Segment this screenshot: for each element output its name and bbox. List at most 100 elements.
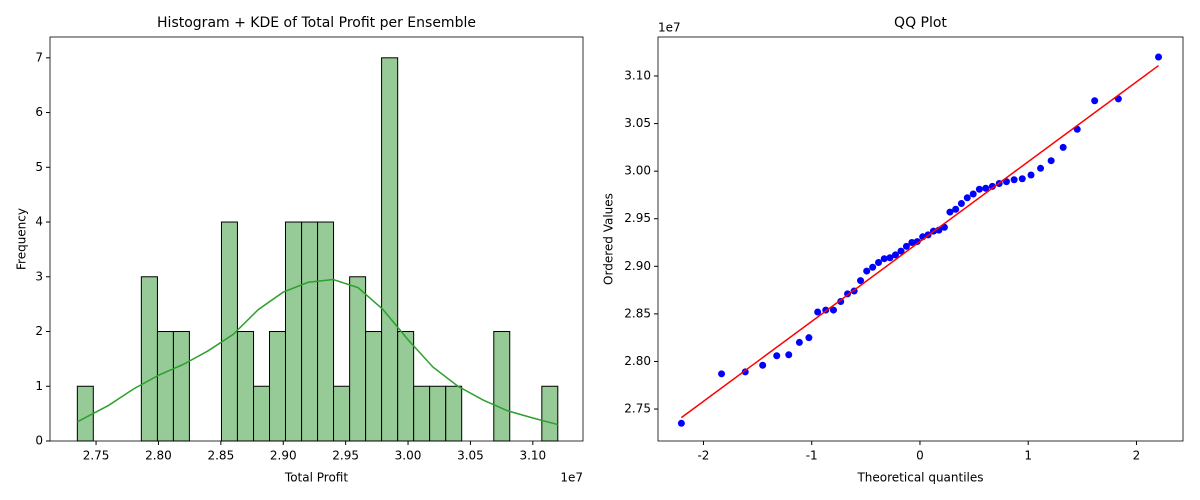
qq-point <box>814 308 822 316</box>
histogram-bar <box>172 331 190 442</box>
y-tick-label: 0 <box>35 434 43 448</box>
x-tick-label: 0 <box>916 449 924 463</box>
x-tick-label: 3.00 <box>395 449 422 463</box>
histogram-bar <box>317 221 335 442</box>
x-axis-label: Total Profit <box>284 471 348 485</box>
y-tick-label: 2.85 <box>624 306 651 320</box>
histogram-bar <box>236 331 255 442</box>
y-axis-label: Frequency <box>15 208 29 270</box>
x-tick-label: 2.85 <box>207 449 234 463</box>
y-tick-label: 3.00 <box>624 164 651 178</box>
y-tick-label: 3.10 <box>624 69 651 83</box>
qq-point <box>863 267 871 275</box>
qq-point <box>946 208 954 216</box>
x-offset-text: 1e7 <box>560 471 583 485</box>
y-tick-label: 3 <box>35 269 43 283</box>
qq-point <box>773 352 781 360</box>
chart-title: Histogram + KDE of Total Profit per Ense… <box>157 15 476 31</box>
qq-point <box>1091 97 1099 105</box>
qq-point <box>1010 176 1018 184</box>
chart-title: QQ Plot <box>894 15 947 31</box>
qq-point <box>886 254 894 262</box>
qq-point <box>1027 171 1035 179</box>
histogram-bar <box>365 331 383 442</box>
y-tick-label: 1 <box>35 379 43 393</box>
histogram-bar <box>156 331 174 442</box>
histogram-bar <box>284 221 303 442</box>
qq-point <box>897 247 905 255</box>
y-tick-label: 5 <box>35 160 43 174</box>
y-axis-label: Ordered Values <box>602 193 616 285</box>
qq-point <box>1018 175 1026 183</box>
x-tick-label: 3.05 <box>457 449 484 463</box>
histogram-bar <box>397 331 415 442</box>
qq-point <box>891 251 899 259</box>
x-tick-label: -2 <box>697 449 709 463</box>
kde-line <box>76 278 558 426</box>
histogram-bar <box>301 221 319 442</box>
qq-point <box>880 255 888 263</box>
histogram-bar <box>269 331 286 442</box>
x-tick-label: 2 <box>1133 449 1141 463</box>
y-tick-label: 4 <box>35 215 43 229</box>
y-tick-label: 6 <box>35 105 43 119</box>
histogram-bar <box>413 385 431 442</box>
y-offset-text: 1e7 <box>658 21 681 35</box>
axes-frame <box>49 36 584 442</box>
x-tick-label: 2.75 <box>83 449 110 463</box>
y-tick-label: 2 <box>35 324 43 338</box>
qq-point <box>741 368 749 376</box>
qq-point <box>759 361 767 369</box>
qq-point <box>902 242 910 250</box>
axes-frame <box>657 36 1184 442</box>
histogram-bar <box>76 385 94 442</box>
x-tick-label: 2.90 <box>270 449 297 463</box>
histogram-bar <box>493 331 511 442</box>
qq-point <box>718 370 726 378</box>
histogram-bar <box>445 385 463 442</box>
qq-point <box>913 238 921 246</box>
qq-point <box>975 185 983 193</box>
histogram-bar <box>140 276 158 442</box>
histogram-bar <box>429 385 447 442</box>
y-tick-label: 2.95 <box>624 211 651 225</box>
qq-point <box>837 298 845 306</box>
histogram-bar <box>333 385 351 442</box>
qq-point <box>1037 164 1045 172</box>
x-tick-label: 1 <box>1024 449 1032 463</box>
fit-line <box>680 64 1159 419</box>
x-tick-label: 2.80 <box>145 449 172 463</box>
histogram-bar <box>349 276 367 442</box>
y-tick-label: 7 <box>35 50 43 64</box>
qq-point <box>829 306 837 314</box>
qq-point <box>952 205 960 213</box>
qq-point <box>677 419 685 427</box>
y-tick-label: 2.90 <box>624 259 651 273</box>
qq-point <box>1155 53 1163 61</box>
x-axis-label: Theoretical quantiles <box>856 471 983 485</box>
x-tick-label: -1 <box>806 449 818 463</box>
qq-point <box>785 351 793 359</box>
qq-point <box>875 259 882 267</box>
y-tick-label: 3.05 <box>624 116 651 130</box>
qq-point <box>982 184 990 192</box>
qq-point <box>869 263 877 271</box>
qq-point <box>857 277 865 285</box>
qq-point <box>805 334 813 342</box>
y-tick-label: 2.80 <box>624 354 651 368</box>
qq-point <box>1047 157 1055 165</box>
histogram-bar <box>541 385 559 442</box>
qq-point <box>1059 143 1067 151</box>
qq-point <box>963 194 971 202</box>
qq-point <box>795 338 803 346</box>
histogram-bar <box>253 385 271 442</box>
x-tick-label: 3.10 <box>519 449 546 463</box>
x-tick-label: 2.95 <box>332 449 359 463</box>
histogram-bar <box>381 57 399 442</box>
qq-point <box>988 182 996 190</box>
qq-point <box>969 190 977 198</box>
y-tick-label: 2.75 <box>624 402 651 416</box>
qq-point <box>908 239 916 247</box>
qq-point <box>957 200 965 208</box>
